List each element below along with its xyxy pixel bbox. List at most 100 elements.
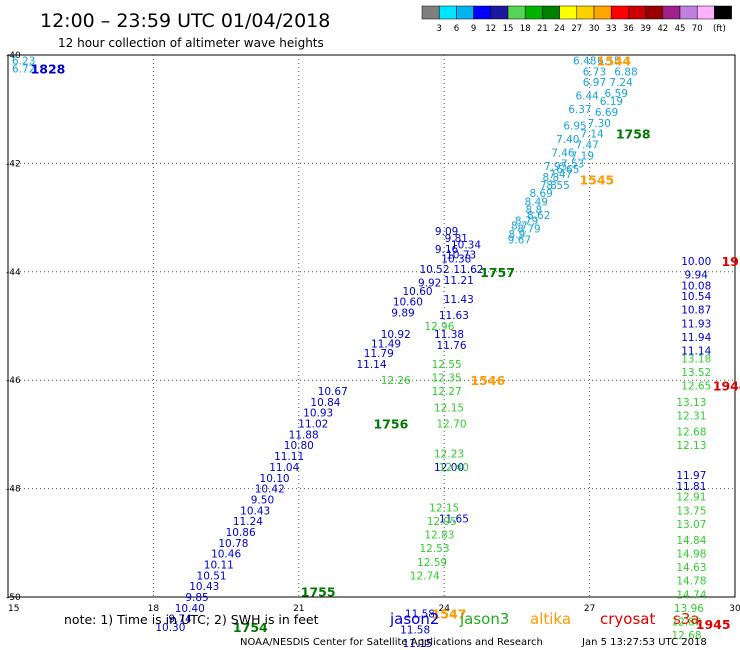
y-axis-ticks: -40 -42 -44 -46 -48 -50 — [6, 51, 21, 603]
data-point-label: 11.81 — [676, 481, 706, 493]
data-point-label: 8.79 — [515, 215, 538, 227]
colorbar-tick-label: 21 — [537, 24, 548, 34]
y-tick-label: -44 — [6, 268, 21, 278]
data-point-label: 10.40 — [175, 603, 205, 615]
data-point-label: 12.00 — [434, 462, 464, 474]
data-point-label: 13.96 — [674, 603, 704, 615]
data-point-label: 6.23 — [12, 55, 35, 67]
data-point-label: 14.63 — [676, 562, 706, 574]
plot-area: 15 18 21 24 27 30 -40 -42 -44 -46 -48 -50 9.099.81… — [6, 51, 740, 650]
data-point-label: 14.98 — [676, 549, 706, 561]
data-point-label: 9.85 — [185, 592, 208, 604]
data-point-label: 14.84 — [676, 535, 706, 547]
data-point-label: 10.93 — [303, 408, 333, 420]
plot-frame — [7, 54, 736, 598]
colorbar-swatch — [473, 5, 492, 20]
data-point-label: 12.59 — [417, 557, 447, 569]
data-point-label: 11.15 — [403, 638, 433, 650]
y-tick-label: -40 — [6, 51, 21, 61]
data-point-label: 6.59 — [605, 88, 628, 100]
data-point-label: 11.02 — [298, 419, 328, 431]
data-point-label: 6.19 — [600, 96, 623, 108]
y-tick-label: -50 — [6, 593, 21, 603]
x-tick-label: 21 — [293, 604, 304, 614]
data-point-label: 8.79 — [517, 223, 540, 235]
data-point-label: 11.43 — [444, 294, 474, 306]
data-point-label: 11.24 — [233, 516, 263, 528]
colorbar-swatch — [507, 5, 526, 20]
data-point-label: 11.21 — [444, 275, 474, 287]
data-point-label: 12.15 — [429, 503, 459, 515]
colorbar-swatch — [456, 5, 474, 20]
satellite-legend-item: jason3 — [459, 610, 509, 628]
data-point-label: 12.83 — [424, 530, 454, 542]
data-point-label: 8.7 — [511, 221, 528, 233]
data-point-label: 7.95 — [544, 161, 567, 173]
data-point-label: 11.88 — [289, 429, 319, 441]
data-point-label: 11.65 — [439, 513, 469, 525]
data-point-label: 10.60 — [403, 286, 433, 298]
data-point-label: 9.67 — [508, 234, 531, 246]
colorbar-swatch — [559, 5, 578, 20]
data-point-label: 9.09 — [435, 226, 458, 238]
data-point-label: 13.13 — [676, 397, 706, 409]
colorbar-tick-label: 70 — [692, 24, 703, 34]
data-point-label: 7.47 — [549, 169, 572, 181]
colorbar-tick-label: 18 — [520, 24, 531, 34]
data-point-label: 10.11 — [204, 559, 234, 571]
time-label: 1944 — [713, 379, 740, 394]
colorbar-swatch — [421, 5, 440, 20]
time-labels: 1828 1544 1758 1545 1757 1546 1756 1755 1547 1754… — [31, 53, 740, 634]
data-point-label: 11.11 — [274, 451, 304, 463]
data-point-label: 9.74 — [168, 614, 192, 626]
data-point-label: 11.38 — [434, 329, 464, 341]
x-tick-label: 27 — [584, 604, 595, 614]
satellite-legend-item: altika — [530, 610, 571, 628]
data-point-label: 8.62 — [527, 210, 550, 222]
data-point-label: 12.68 — [676, 427, 706, 439]
data-point-label: 12.31 — [676, 410, 706, 422]
data-point-label: 10.60 — [393, 297, 423, 309]
data-point-label: 11.14 — [356, 359, 386, 371]
data-point-label: 13.75 — [676, 505, 706, 517]
data-point-label: 12.55 — [432, 359, 462, 371]
data-point-label: 12.70 — [436, 419, 466, 431]
data-point-label: 9.89 — [391, 307, 414, 319]
time-label: 1757 — [480, 265, 515, 280]
data-point-label: 10.38 — [441, 253, 471, 265]
data-point-label: 6.72 — [12, 64, 35, 76]
data-point-label: 7.47 — [575, 139, 598, 151]
chart-title: 12:00 – 23:59 UTC 01/04/2018 — [40, 10, 330, 32]
colorbar-swatch — [714, 5, 732, 20]
data-point-label: 10.67 — [318, 386, 348, 398]
colorbar-tick-label: 3 — [436, 24, 441, 34]
colorbar-tick-label: 42 — [657, 24, 668, 34]
data-point-label: 13.07 — [676, 519, 706, 531]
satellite-legend-item: jason2 — [389, 610, 439, 628]
data-point-label: 8.8 — [526, 204, 543, 216]
data-point-label: 12.53 — [419, 543, 449, 555]
data-point-label: 10.73 — [446, 249, 476, 261]
data-point-label: 7.24 — [609, 77, 633, 89]
data-point-label: 11.76 — [436, 340, 466, 352]
data-point-label: 8.55 — [546, 180, 569, 192]
data-point-label: 11.97 — [676, 470, 706, 482]
data-point-label: 14.78 — [676, 576, 706, 588]
y-tick-label: -42 — [6, 159, 21, 169]
data-point-label: 10.08 — [681, 280, 711, 292]
data-point-label: 10.51 — [197, 570, 227, 582]
data-point-label: 10.46 — [211, 549, 241, 561]
data-point-label: 6.95 — [563, 120, 586, 132]
colorbar-tick-label: 6 — [454, 24, 459, 34]
data-point-label: 7.14 — [580, 129, 604, 141]
colorbar-swatch — [679, 5, 698, 20]
satellite-legend: jason2 jason3 altika cryosat s3a — [389, 610, 700, 628]
data-point-label: 10.87 — [681, 305, 711, 317]
time-label: 1544 — [596, 53, 631, 68]
data-point-label: 12.23 — [434, 448, 464, 460]
data-point-label: 12.65 — [681, 381, 711, 393]
data-point-label: 9.94 — [685, 270, 709, 282]
data-point-label: 11.14 — [681, 345, 711, 357]
data-point-label: 12.91 — [676, 492, 706, 504]
data-point-label: 11.04 — [269, 462, 299, 474]
